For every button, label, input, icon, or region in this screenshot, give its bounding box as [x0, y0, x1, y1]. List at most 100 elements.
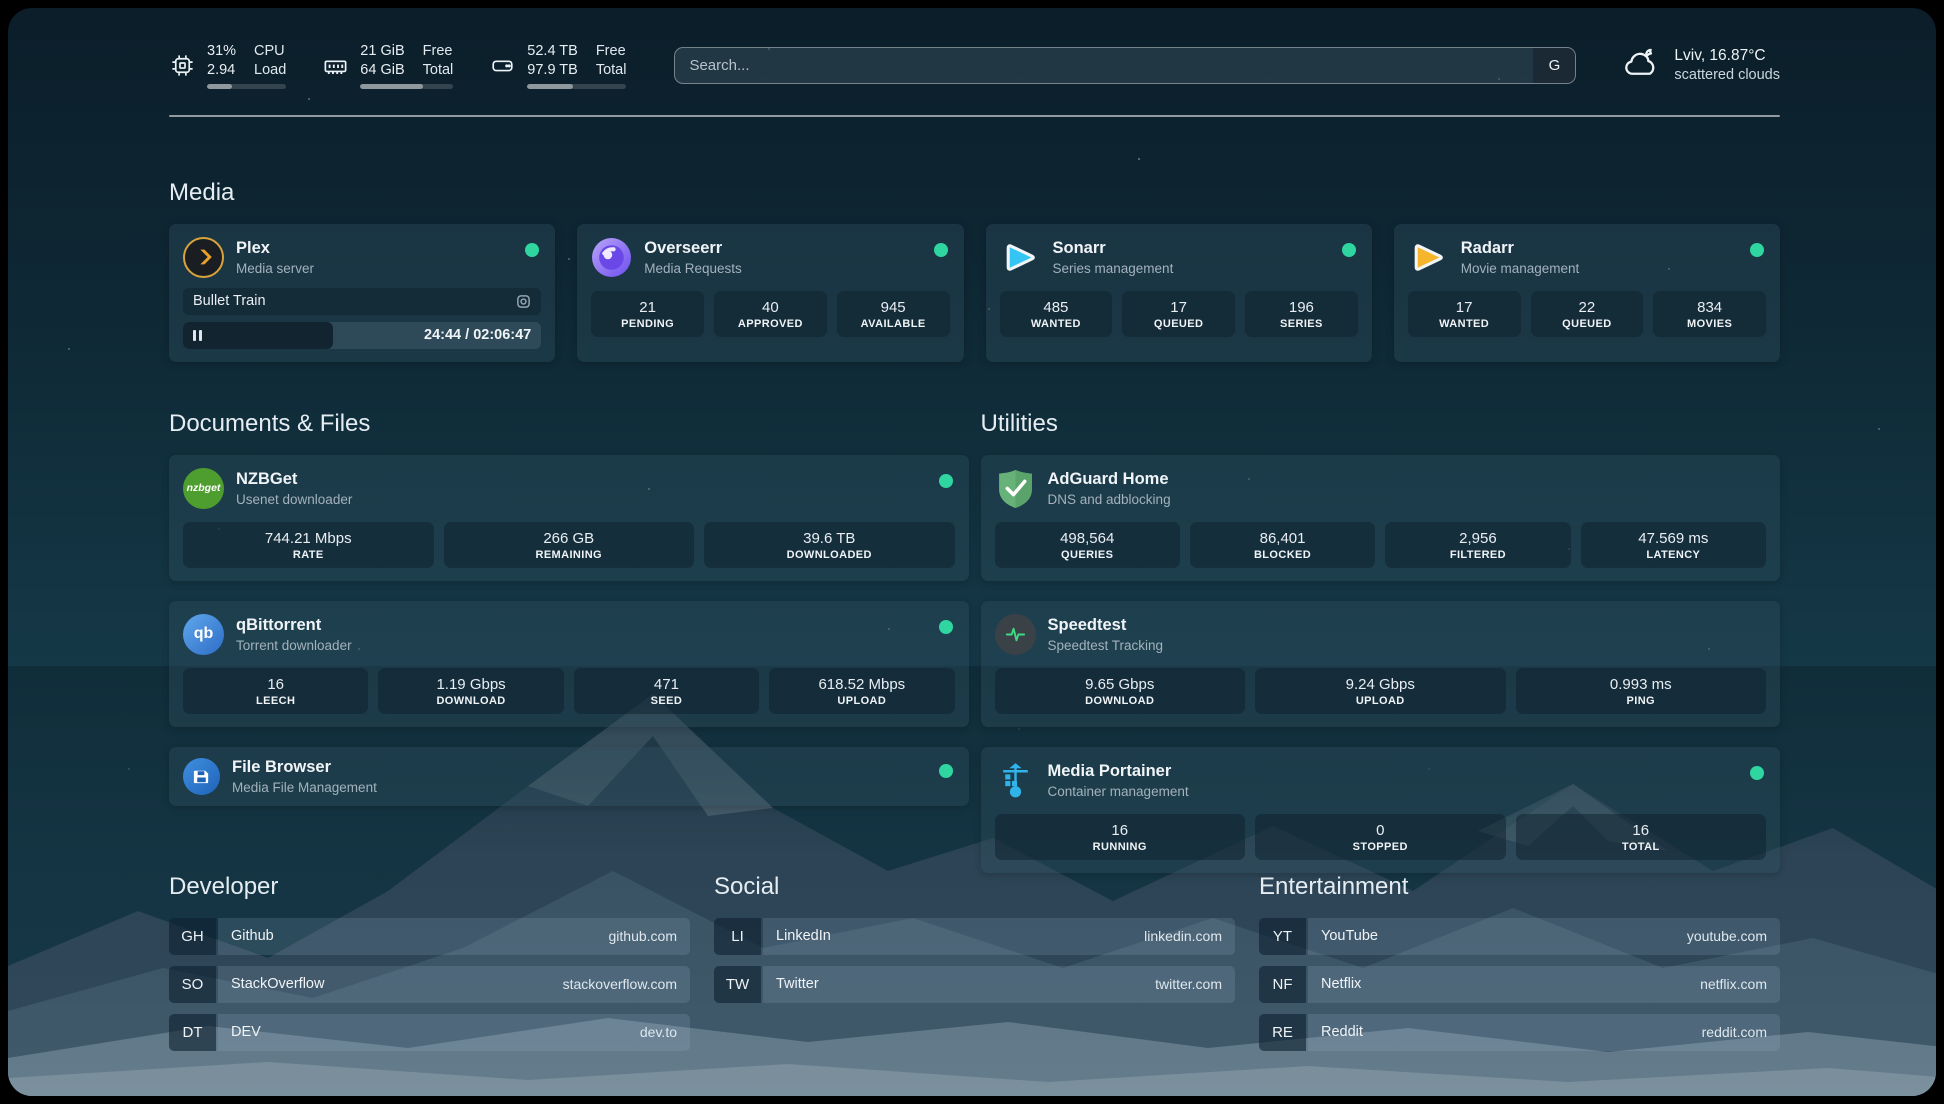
- service-card-sonarr[interactable]: Sonarr Series management 485 WANTED 17 QUE…: [985, 223, 1372, 362]
- memory-total-label: Total: [422, 61, 454, 78]
- bookmark-abbr: NF: [1259, 965, 1306, 1003]
- bookmark-github[interactable]: GH Github github.com: [169, 917, 690, 955]
- cast-icon: [517, 294, 531, 308]
- weather-condition: scattered clouds: [1674, 67, 1780, 84]
- service-card-adguard[interactable]: AdGuard Home DNS and adblocking 498,564 Q…: [980, 454, 1780, 581]
- stat-block: 22 QUEUED: [1530, 290, 1644, 337]
- status-dot-online: [1750, 242, 1764, 257]
- cpu-usage-value: 31%: [207, 43, 237, 59]
- bookmark-abbr: DT: [169, 1013, 216, 1051]
- bookmark-netflix[interactable]: NF Netflix netflix.com: [1259, 965, 1780, 1003]
- search-input[interactable]: [675, 56, 1534, 74]
- service-card-radarr[interactable]: Radarr Movie management 17 WANTED 22 QUEUE…: [1393, 223, 1780, 362]
- service-card-speedtest[interactable]: Speedtest Speedtest Tracking 9.65 Gbps DO…: [980, 600, 1780, 727]
- stat-block: 16 RUNNING: [994, 813, 1245, 860]
- bookmark-name: Netflix: [1321, 976, 1362, 993]
- bookmark-linkedin[interactable]: LI LinkedIn linkedin.com: [714, 917, 1235, 955]
- bookmark-stackoverflow[interactable]: SO StackOverflow stackoverflow.com: [169, 965, 690, 1003]
- now-playing-title: Bullet Train: [193, 293, 266, 310]
- snow-particles: [8, 8, 10, 10]
- dashboard-screen: 31% 2.94 CPU Load: [8, 8, 1936, 1096]
- bookmark-abbr: SO: [169, 965, 216, 1003]
- stat-block: 266 GB REMAINING: [443, 521, 694, 568]
- service-card-qbittorrent[interactable]: qb qBittorrent Torrent downloader: [169, 600, 969, 727]
- pause-button[interactable]: [183, 321, 333, 349]
- service-name: AdGuard Home: [1047, 469, 1169, 488]
- search-engine-button[interactable]: G: [1533, 47, 1576, 83]
- service-card-plex[interactable]: Plex Media server Bullet Train 24:44 / 0: [169, 223, 556, 362]
- service-name: Radarr: [1460, 238, 1514, 257]
- cpu-load-value: 2.94: [207, 61, 236, 78]
- bookmark-url: netflix.com: [1700, 976, 1767, 993]
- stat-block: 471 SEED: [573, 667, 760, 714]
- bookmark-reddit[interactable]: RE Reddit reddit.com: [1259, 1013, 1780, 1051]
- pause-icon: [193, 329, 196, 341]
- disk-icon: [492, 60, 513, 72]
- service-subtitle: Container management: [1047, 783, 1189, 799]
- bookmark-name: LinkedIn: [776, 928, 831, 945]
- service-card-filebrowser[interactable]: File Browser Media File Management: [169, 746, 969, 806]
- status-dot-online: [938, 763, 953, 778]
- plex-progress-row: 24:44 / 02:06:47: [183, 321, 542, 349]
- service-subtitle: Movie management: [1460, 260, 1580, 276]
- portainer-logo-icon: [995, 760, 1036, 801]
- weather-widget: Lviv, 16.87°C scattered clouds: [1620, 44, 1780, 86]
- bookmark-name: DEV: [231, 1024, 261, 1041]
- bookmark-url: reddit.com: [1701, 1024, 1767, 1041]
- bookmark-groups: Developer GH Github github.com SO StackO…: [169, 873, 1780, 1062]
- stat-block: 618.52 Mbps UPLOAD: [769, 667, 955, 714]
- status-dot-online: [1341, 242, 1356, 257]
- cpu-progress-bar: [207, 83, 287, 89]
- section-title-documents: Documents & Files: [169, 409, 371, 437]
- section-title-media: Media: [169, 178, 235, 206]
- stat-block: 40 APPROVED: [714, 290, 827, 337]
- cpu-load-label: Load: [254, 61, 287, 78]
- service-card-overseerr[interactable]: Overseerr Media Requests 21 PENDING 40 APP…: [577, 223, 964, 362]
- disk-widget: 52.4 TB 97.9 TB Free Total: [489, 42, 627, 89]
- playback-time: 24:44 / 02:06:47: [424, 327, 532, 344]
- service-card-nzbget[interactable]: nzbget NZBGet Usenet downloader 74: [169, 454, 969, 581]
- radarr-logo-icon: [1408, 237, 1449, 278]
- stat-block: 2,956 FILTERED: [1385, 521, 1571, 568]
- stat-block: 0 STOPPED: [1255, 813, 1506, 860]
- service-subtitle: Media server: [236, 260, 315, 276]
- stat-block: 9.24 Gbps UPLOAD: [1255, 667, 1506, 714]
- memory-free-value: 21 GiB: [360, 43, 405, 59]
- bookmark-url: dev.to: [639, 1024, 677, 1041]
- stat-block: 47.569 ms LATENCY: [1580, 521, 1766, 568]
- bookmark-abbr: TW: [714, 965, 761, 1003]
- stat-block: 498,564 QUERIES: [994, 521, 1180, 568]
- bookmark-group-social: Social LI LinkedIn linkedin.com TW Twitt…: [714, 873, 1235, 1062]
- service-card-portainer[interactable]: Media Portainer Container management 16 R…: [980, 746, 1780, 873]
- bookmark-name: YouTube: [1321, 928, 1378, 945]
- service-name: Sonarr: [1052, 238, 1106, 257]
- search-bar[interactable]: G: [674, 46, 1577, 84]
- status-dot-online: [1750, 765, 1764, 780]
- filebrowser-logo-icon: [183, 757, 220, 795]
- service-subtitle: DNS and adblocking: [1047, 491, 1171, 507]
- stat-block: 196 SERIES: [1245, 290, 1358, 337]
- disk-free-value: 52.4 TB: [527, 43, 578, 59]
- qbittorrent-logo-icon: qb: [183, 613, 224, 655]
- stat-block: 16 TOTAL: [1515, 813, 1766, 860]
- service-subtitle: Torrent downloader: [236, 637, 352, 653]
- status-dot-online: [938, 619, 953, 634]
- bookmark-twitter[interactable]: TW Twitter twitter.com: [714, 965, 1235, 1003]
- overseerr-logo-icon: [591, 237, 632, 278]
- bookmark-url: github.com: [608, 928, 677, 945]
- stat-block: 16 LEECH: [183, 667, 369, 714]
- bookmark-url: linkedin.com: [1144, 928, 1222, 945]
- stat-block: 945 AVAILABLE: [836, 290, 950, 337]
- section-title-utilities: Utilities: [980, 409, 1058, 437]
- bookmark-dev[interactable]: DT DEV dev.to: [169, 1013, 690, 1051]
- plex-logo-icon: [183, 236, 224, 278]
- stat-block: 0.993 ms PING: [1515, 667, 1766, 714]
- bookmark-group-developer: Developer GH Github github.com SO StackO…: [169, 873, 690, 1062]
- bookmark-youtube[interactable]: YT YouTube youtube.com: [1259, 917, 1780, 955]
- resource-widgets: 31% 2.94 CPU Load: [169, 42, 627, 89]
- sonarr-logo-icon: [1000, 237, 1041, 278]
- service-subtitle: Series management: [1052, 260, 1174, 276]
- stat-block: 86,401 BLOCKED: [1189, 521, 1376, 568]
- service-name: Media Portainer: [1047, 761, 1172, 780]
- bookmark-abbr: GH: [169, 917, 216, 955]
